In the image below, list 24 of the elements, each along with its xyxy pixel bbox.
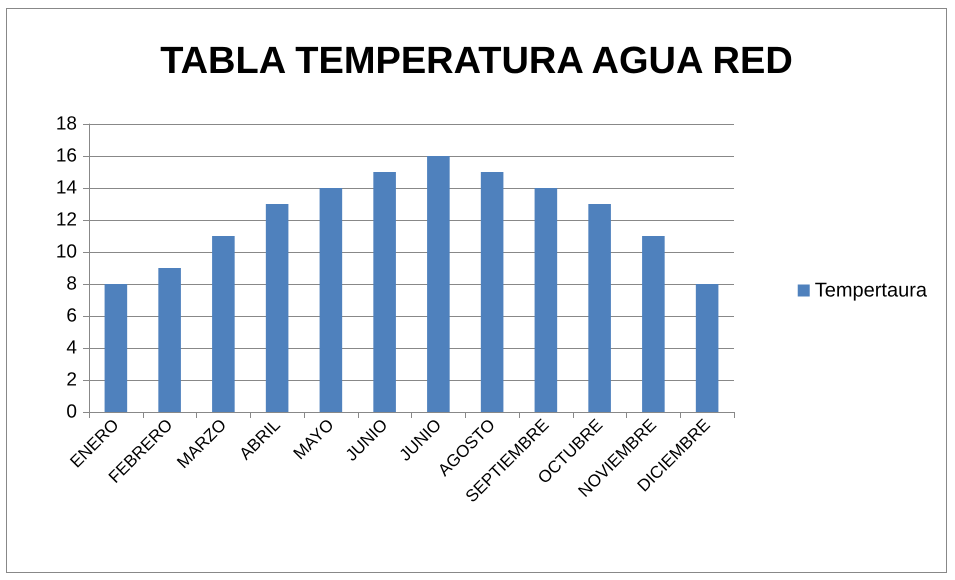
y-tick-label: 6	[66, 306, 77, 326]
bar	[212, 236, 235, 412]
bar	[158, 268, 181, 412]
bar	[696, 284, 718, 412]
bar	[588, 204, 611, 412]
y-tick-label: 12	[56, 210, 77, 230]
bar	[427, 156, 450, 412]
y-tick-label: 18	[56, 114, 77, 134]
bar	[320, 188, 342, 412]
y-tick-label: 2	[66, 370, 77, 390]
y-tick-label: 14	[56, 178, 78, 198]
legend-label: Tempertaura	[814, 280, 928, 302]
y-tick-label: 4	[66, 338, 78, 358]
y-tick-label: 16	[56, 146, 77, 166]
y-tick-label: 8	[66, 274, 77, 294]
chart-title: TABLA TEMPERATURA AGUA RED	[160, 40, 793, 82]
bar	[480, 172, 504, 412]
y-tick-label: 0	[66, 402, 77, 422]
bar	[534, 188, 558, 412]
bar	[373, 172, 396, 412]
bar	[104, 284, 128, 412]
bar	[266, 204, 288, 412]
y-tick-label: 10	[56, 242, 77, 262]
bar	[642, 236, 665, 412]
